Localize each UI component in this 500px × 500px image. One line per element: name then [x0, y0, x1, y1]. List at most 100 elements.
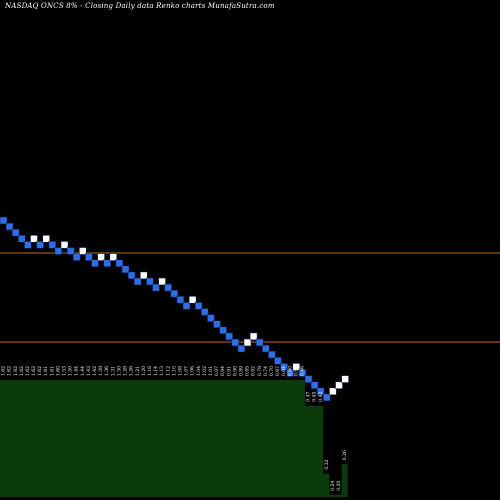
renko-brick-up [42, 235, 51, 243]
volume-label: 1.62 [37, 366, 43, 376]
renko-brick-down [310, 381, 319, 390]
volume-label: 0.90 [232, 366, 238, 376]
renko-brick-down [48, 241, 57, 249]
renko-brick-down [36, 241, 44, 249]
renko-brick-up [97, 253, 105, 261]
renko-brick-up [335, 381, 343, 390]
renko-brick-down [213, 320, 221, 329]
volume-label: 1.43 [86, 366, 92, 376]
volume-label: 1.26 [129, 366, 135, 376]
renko-brick-down [11, 228, 20, 237]
renko-brick-down [274, 356, 282, 365]
renko-brick-down [127, 271, 136, 280]
volume-label: 1.42 [92, 366, 98, 376]
renko-brick-down [182, 302, 191, 310]
volume-label: 1.20 [141, 366, 147, 376]
renko-brick-down [225, 332, 233, 341]
volume-label: 0.64 [281, 366, 287, 376]
renko-brick-up [329, 387, 337, 396]
volume-label: 1.61 [43, 366, 49, 376]
volume-label: 0.46 [299, 366, 305, 376]
volume-label: 0.26 [342, 450, 348, 460]
renko-brick-down [85, 253, 93, 261]
renko-brick-down [133, 277, 142, 286]
renko-brick-up [341, 375, 349, 383]
volume-label: 0.85 [245, 366, 251, 376]
renko-brick-up [249, 332, 258, 341]
renko-brick-down [91, 259, 99, 268]
renko-brick-down [24, 241, 32, 249]
volume-label: 1.30 [116, 366, 122, 376]
renko-brick-down [121, 265, 130, 274]
volume-label: 1.39 [98, 366, 104, 376]
volume-label: 0.24 [330, 481, 336, 491]
renko-brick-up [243, 338, 252, 347]
renko-brick-down [152, 283, 160, 292]
renko-brick-up [158, 277, 166, 286]
renko-brick-up [30, 235, 38, 243]
volume-label: 0.89 [238, 366, 244, 376]
volume-label: 1.08 [177, 366, 183, 376]
renko-brick-down [237, 344, 246, 353]
volume-label: 1.44 [80, 366, 86, 376]
volume-label: 1.12 [165, 366, 171, 376]
renko-brick-down [66, 247, 75, 255]
volume-label: 1.06 [190, 366, 196, 376]
renko-brick-down [219, 326, 227, 335]
renko-brick-down [5, 222, 14, 231]
volume-label: 1.50 [68, 366, 74, 376]
renko-brick-down [268, 350, 276, 359]
renko-brick-down [255, 338, 264, 347]
volume-label: 1.62 [7, 366, 13, 376]
volume-label: 0.32 [324, 459, 330, 469]
renko-brick-up [60, 241, 69, 249]
volume-label: 0.74 [263, 366, 269, 376]
volume-label: 0.60 [287, 366, 293, 376]
renko-brick-down [280, 363, 288, 371]
volume-label: 0.78 [257, 366, 263, 376]
volume-label: 1.10 [171, 366, 177, 376]
volume-label: 1.62 [1, 366, 7, 376]
volume-label: 1.04 [196, 366, 202, 376]
renko-brick-down [54, 247, 63, 255]
renko-brick-down [231, 338, 240, 347]
volume-label: 1.01 [208, 366, 214, 376]
volume-label: 0.47 [306, 392, 312, 402]
renko-brick-down [176, 295, 185, 304]
renko-brick-down [0, 216, 8, 225]
renko-brick-down [286, 369, 295, 377]
renko-brick-down [207, 314, 215, 322]
volume-label: 1.21 [135, 366, 141, 376]
renko-brick-down [316, 387, 325, 396]
volume-label: 1.62 [13, 366, 19, 376]
volume-label: 1.28 [123, 366, 129, 376]
volume-label: 1.07 [184, 366, 190, 376]
renko-brick-up [79, 247, 87, 255]
renko-brick-down [194, 302, 203, 310]
volume-label: 1.14 [153, 366, 159, 376]
renko-brick-down [298, 369, 307, 377]
renko-brick-down [72, 253, 81, 261]
renko-brick-down [304, 375, 313, 383]
renko-brick-down [17, 235, 26, 243]
renko-brick-up [140, 271, 148, 280]
volume-label: 0.97 [214, 366, 220, 376]
volume-label: 0.82 [251, 366, 257, 376]
volume-label: 0.56 [293, 366, 299, 376]
volume-label: 0.67 [275, 366, 281, 376]
renko-brick-down [146, 277, 154, 286]
chart-title: NASDAQ ONCS 8% - Closing Daily data Renk… [5, 2, 275, 10]
renko-brick-down [115, 259, 124, 268]
volume-label: 1.62 [25, 366, 31, 376]
volume-label: 1.18 [147, 366, 153, 376]
volume-label: 0.42 [318, 392, 324, 402]
volume-label: 0.20 [336, 481, 342, 491]
volume-label: 0.70 [269, 366, 275, 376]
volume-area [0, 380, 348, 497]
renko-brick-up [188, 295, 197, 304]
volume-label: 1.62 [31, 366, 37, 376]
volume-label: 0.91 [226, 366, 232, 376]
volume-label: 1.02 [202, 366, 208, 376]
renko-brick-down [201, 308, 209, 316]
